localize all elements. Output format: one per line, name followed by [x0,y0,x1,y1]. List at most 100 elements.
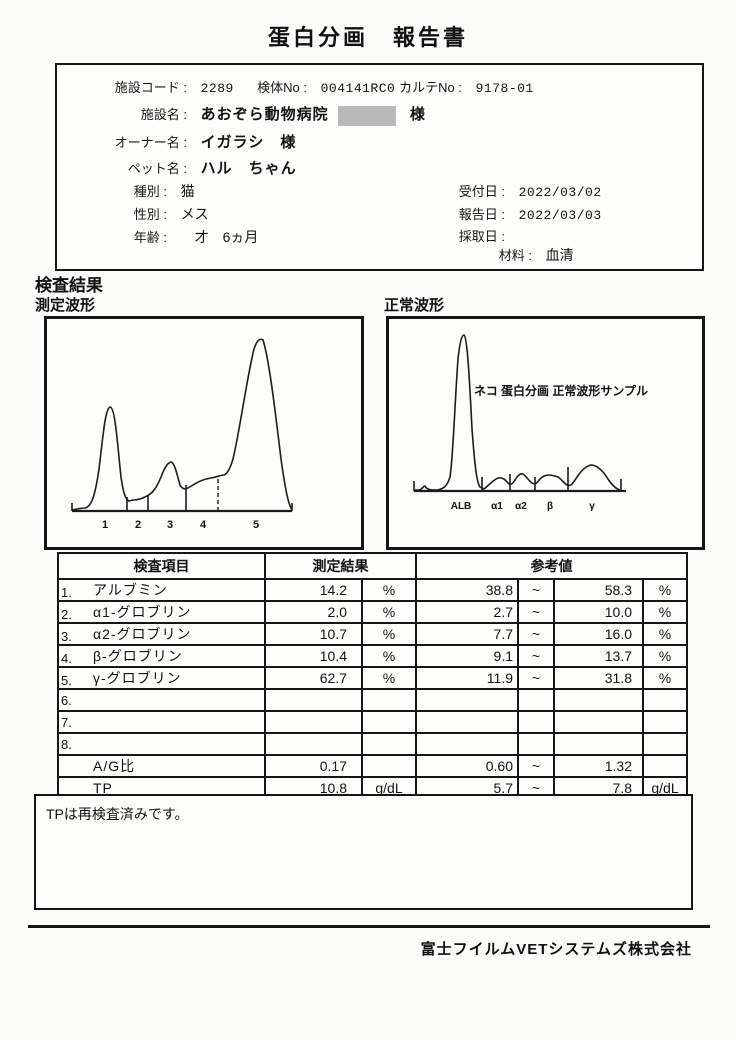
row-ref-high [553,732,644,756]
table-header-row: 検査項目 測定結果 参考値 [57,552,688,580]
fraction-label-g: γ [589,501,595,512]
row-item: β-グロブリン [93,648,183,664]
row-item: アルブミン [93,582,168,598]
row-ref-high: 1.32 [553,754,644,778]
row-ref-low: 38.8 [415,578,519,602]
row-item: α2-グロブリン [93,626,192,642]
row-tilde [517,732,555,756]
row-ref-low: 7.7 [415,622,519,646]
table-row: 2. α1-グロブリン 2.0 % 2.7 ~ 10.0 % [57,600,688,624]
fraction-label-2: 2 [135,519,141,531]
fraction-label-a1: α1 [491,501,503,512]
row-unit [361,688,417,712]
age-value: 才 6ヵ月 [180,229,259,245]
reported-date-row: 報告日 : 2022/03/03 [447,204,602,223]
row-ref-high: 13.7 [553,644,644,668]
results-table: 検査項目 測定結果 参考値 1. アルブミン 14.2 % 38.8 ~ 58.3… [57,552,688,800]
fraction-label-alb: ALB [451,501,472,512]
row-result [264,732,363,756]
received-date-value: 2022/03/02 [518,185,602,200]
table-row: 3. α2-グロブリン 10.7 % 7.7 ~ 16.0 % [57,622,688,646]
owner-label: オーナー名 : [114,135,187,150]
comment-text: TPは再検査済みです。 [46,806,189,822]
patient-info-box: 施設コード : 2289 検体No : 004141RC0 カルテNo : 91… [55,63,704,271]
row-unit: % [361,578,417,602]
row-result [264,710,363,734]
species-label: 種別 : [133,184,167,199]
row-tilde: ~ [517,754,555,778]
row-no: 3. [61,629,72,644]
owner-row: オーナー名 : イガラシ 様 [65,131,296,152]
specimen-no-value: 004141RC0 [320,81,396,96]
row-item: A/G比 [93,758,136,774]
facility-name-value: あおぞら動物病院 [200,106,329,123]
row-ref-unit: % [642,578,688,602]
row-ref-unit [642,688,688,712]
row-no: 8. [61,737,72,752]
normal-chart-title: 正常波形 [384,297,445,314]
row-ref-low: 9.1 [415,644,519,668]
pet-label: ペット名 : [127,161,187,176]
normal-waveform-svg: ネコ 蛋白分画 正常波形サンプル ALB α1 α2 β γ [413,334,648,512]
material-value: 血清 [545,247,574,263]
row-tilde: ~ [517,600,555,624]
row-no: 7. [61,715,72,730]
facility-code-value: 2289 [200,81,234,96]
header-reference: 参考値 [415,552,688,580]
reported-date-value: 2022/03/03 [518,208,602,223]
age-row: 年齢 : 才 6ヵ月 [112,227,259,247]
reported-date-label: 報告日 : [458,207,505,222]
row-tilde: ~ [517,622,555,646]
sex-value: メス [180,206,209,222]
fraction-label-b: β [547,501,553,512]
row-ref-unit: % [642,622,688,646]
row-tilde: ~ [517,666,555,690]
row-ref-unit [642,732,688,756]
sex-row: 性別 : メス [112,204,209,224]
species-row: 種別 : 猫 [112,181,195,201]
facility-name-row: 施設名 : あおぞら動物病院 様 [65,103,426,126]
row-tilde: ~ [517,578,555,602]
table-row: 1. アルブミン 14.2 % 38.8 ~ 58.3 % [57,578,688,602]
row-result: 0.17 [264,754,363,778]
row-result: 62.7 [264,666,363,690]
row-result: 10.4 [264,644,363,668]
pet-name-value: ハル ちゃん [200,160,297,177]
row-unit [361,732,417,756]
facility-name-label: 施設名 : [140,107,187,122]
row-no: 6. [61,693,72,708]
age-label: 年齢 : [133,230,167,245]
row-ref-high [553,710,644,734]
row-no: 5. [61,673,72,688]
row-ref-unit: % [642,600,688,624]
measured-chart-title: 測定波形 [35,297,96,314]
facility-code-row: 施設コード : 2289 [65,77,234,96]
row-ref-low [415,732,519,756]
row-tilde: ~ [517,644,555,668]
row-item: γ-グロブリン [93,670,182,686]
page-title: 蛋白分画 報告書 [267,25,468,50]
owner-name-value: イガラシ 様 [200,134,297,151]
row-no: 2. [61,607,72,622]
material-row: 材料 : 血清 [447,245,574,265]
row-item: TP [93,780,113,796]
row-ref-unit: % [642,644,688,668]
row-ref-unit: % [642,666,688,690]
row-result: 14.2 [264,578,363,602]
row-ref-high: 16.0 [553,622,644,646]
row-ref-low: 2.7 [415,600,519,624]
table-row: 4. β-グロブリン 10.4 % 9.1 ~ 13.7 % [57,644,688,668]
comment-box: TPは再検査済みです。 [34,794,693,910]
row-unit: % [361,666,417,690]
row-no: 1. [61,585,72,600]
collected-date-row: 採取日 : [447,226,515,245]
row-result: 10.7 [264,622,363,646]
row-unit: % [361,600,417,624]
fraction-label-3: 3 [167,519,173,531]
row-ref-low: 0.60 [415,754,519,778]
company-name: 富士フイルムVETシステムズ株式会社 [420,941,692,958]
karte-no-row: カルテNo : 9178-01 [377,77,534,96]
material-label: 材料 : [498,248,532,263]
facility-code-label: 施設コード : [114,80,187,95]
row-ref-low: 11.9 [415,666,519,690]
